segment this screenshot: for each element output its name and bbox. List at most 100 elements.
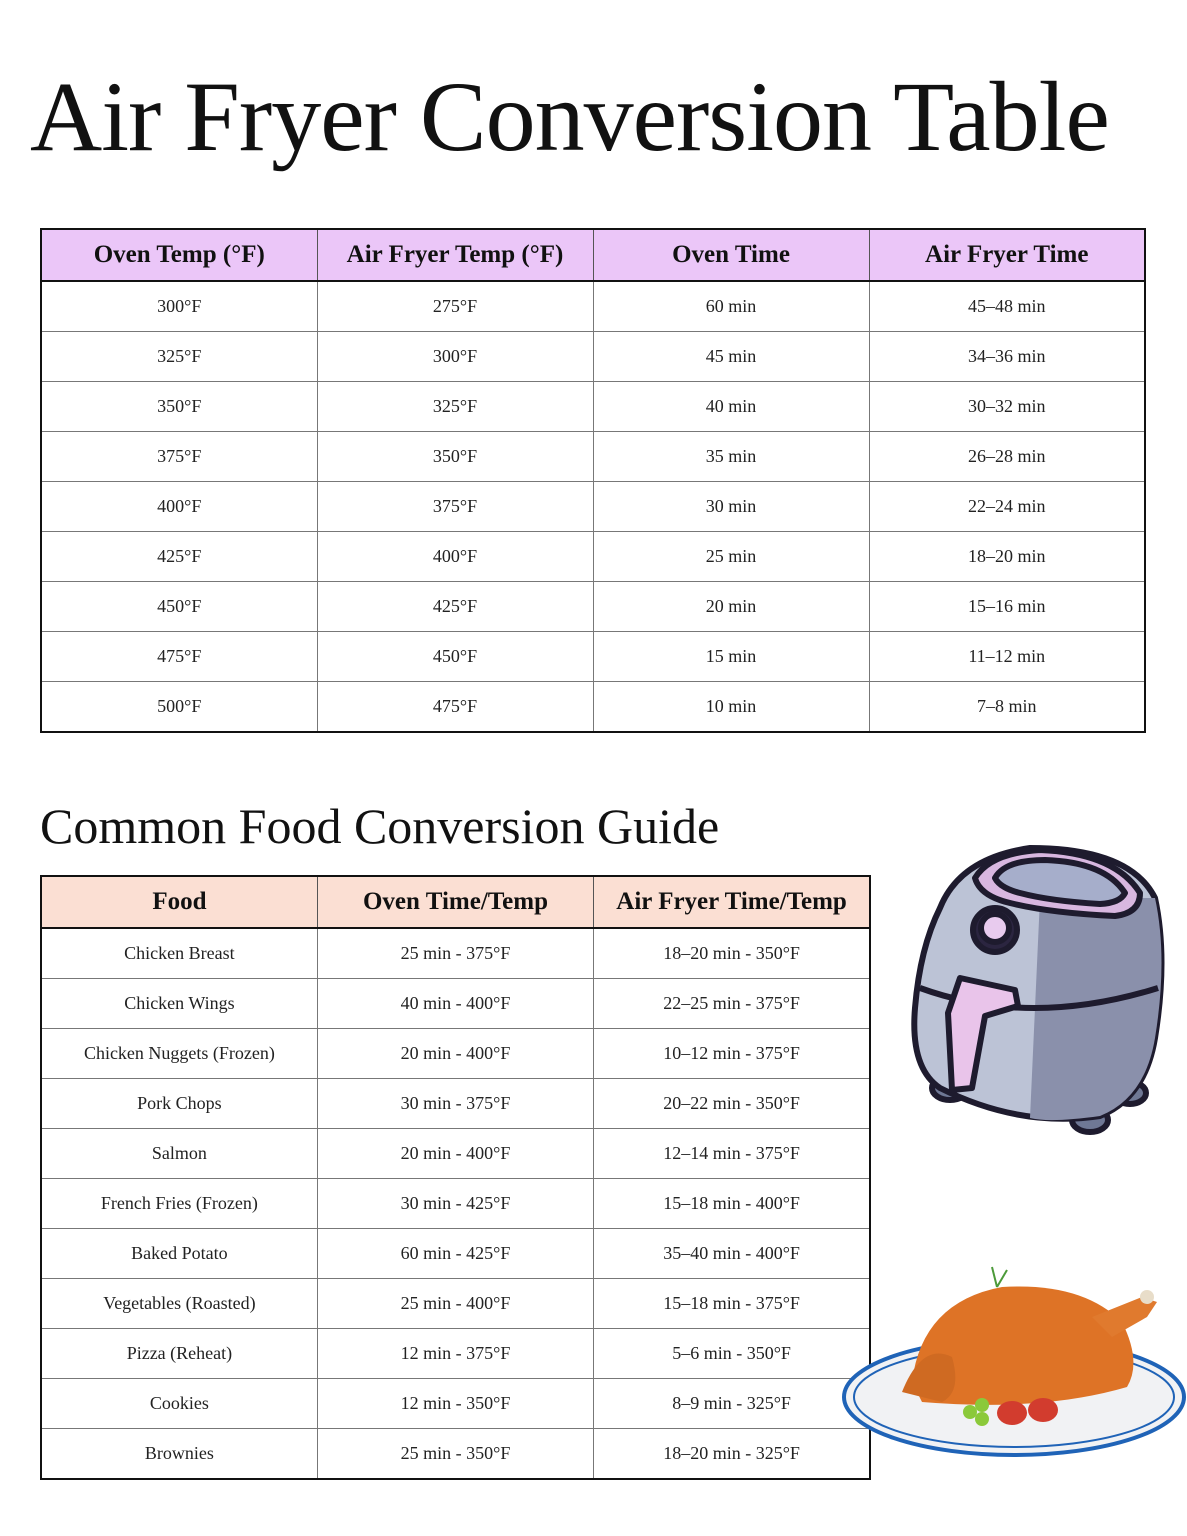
table-row: French Fries (Frozen) 30 min - 425°F 15–18… — [40, 1178, 871, 1229]
cell-air-fryer-time: 26–28 min — [868, 431, 1146, 482]
cell-oven-time-temp: 25 min - 375°F — [316, 927, 595, 979]
cell-oven-time: 45 min — [592, 331, 870, 382]
table-row: Brownies 25 min - 350°F 18–20 min - 325°F — [40, 1428, 871, 1480]
table-row: 475°F 450°F 15 min 11–12 min — [40, 631, 1146, 682]
cell-oven-temp: 325°F — [40, 331, 318, 382]
cell-oven-time: 35 min — [592, 431, 870, 482]
cell-oven-time: 20 min — [592, 581, 870, 632]
air-fryer-icon — [911, 845, 1165, 1135]
cell-air-fryer-temp: 350°F — [316, 431, 594, 482]
cell-air-fryer-time-temp: 5–6 min - 350°F — [593, 1328, 871, 1379]
cell-air-fryer-time-temp: 22–25 min - 375°F — [593, 978, 871, 1029]
table-row: Baked Potato 60 min - 425°F 35–40 min - 40… — [40, 1228, 871, 1279]
cell-food: French Fries (Frozen) — [40, 1178, 318, 1229]
table-row: 450°F 425°F 20 min 15–16 min — [40, 581, 1146, 632]
cell-oven-time-temp: 40 min - 400°F — [316, 978, 595, 1029]
table-row: Vegetables (Roasted) 25 min - 400°F 15–18 … — [40, 1278, 871, 1329]
cell-air-fryer-temp: 275°F — [316, 280, 594, 332]
cell-air-fryer-temp: 400°F — [316, 531, 594, 582]
cell-oven-temp: 375°F — [40, 431, 318, 482]
cell-oven-temp: 350°F — [40, 381, 318, 432]
cell-oven-time-temp: 30 min - 375°F — [316, 1078, 595, 1129]
cell-air-fryer-time: 34–36 min — [868, 331, 1146, 382]
table-row: 400°F 375°F 30 min 22–24 min — [40, 481, 1146, 532]
page-title: Air Fryer Conversion Table — [30, 61, 1110, 172]
roast-turkey-icon — [842, 1266, 1186, 1457]
table-row: 425°F 400°F 25 min 18–20 min — [40, 531, 1146, 582]
cell-oven-time: 30 min — [592, 481, 870, 532]
cell-air-fryer-temp: 375°F — [316, 481, 594, 532]
cell-air-fryer-time: 11–12 min — [868, 631, 1146, 682]
table-row: 500°F 475°F 10 min 7–8 min — [40, 681, 1146, 733]
cell-food: Chicken Nuggets (Frozen) — [40, 1028, 318, 1079]
table-row: Chicken Wings 40 min - 400°F 22–25 min - 3… — [40, 978, 871, 1029]
table-row: 375°F 350°F 35 min 26–28 min — [40, 431, 1146, 482]
header-food: Food — [40, 875, 318, 929]
cell-oven-time-temp: 12 min - 375°F — [316, 1328, 595, 1379]
cell-air-fryer-time-temp: 15–18 min - 400°F — [593, 1178, 871, 1229]
cell-air-fryer-time-temp: 10–12 min - 375°F — [593, 1028, 871, 1079]
air-fryer-illustration — [900, 838, 1175, 1138]
cell-oven-temp: 300°F — [40, 280, 318, 332]
header-oven-temp: Oven Temp (°F) — [40, 228, 318, 282]
cell-air-fryer-time: 7–8 min — [868, 681, 1146, 733]
cell-oven-time-temp: 20 min - 400°F — [316, 1028, 595, 1079]
header-oven-time: Oven Time — [592, 228, 870, 282]
cell-air-fryer-time-temp: 12–14 min - 375°F — [593, 1128, 871, 1179]
cell-food: Chicken Wings — [40, 978, 318, 1029]
cell-food: Cookies — [40, 1378, 318, 1429]
cell-air-fryer-time-temp: 20–22 min - 350°F — [593, 1078, 871, 1129]
cell-air-fryer-time-temp: 35–40 min - 400°F — [593, 1228, 871, 1279]
cell-food: Pizza (Reheat) — [40, 1328, 318, 1379]
cell-air-fryer-temp: 300°F — [316, 331, 594, 382]
table-header-row: Oven Temp (°F) Air Fryer Temp (°F) Oven … — [40, 228, 1146, 282]
cell-oven-time-temp: 25 min - 350°F — [316, 1428, 595, 1480]
cell-food: Chicken Breast — [40, 927, 318, 979]
cell-food: Salmon — [40, 1128, 318, 1179]
header-air-fryer-time: Air Fryer Time — [868, 228, 1146, 282]
table-row: Chicken Nuggets (Frozen) 20 min - 400°F 10… — [40, 1028, 871, 1079]
table-row: 325°F 300°F 45 min 34–36 min — [40, 331, 1146, 382]
cell-food: Brownies — [40, 1428, 318, 1480]
cell-oven-time-temp: 12 min - 350°F — [316, 1378, 595, 1429]
cell-air-fryer-temp: 475°F — [316, 681, 594, 733]
cell-oven-time-temp: 30 min - 425°F — [316, 1178, 595, 1229]
cell-air-fryer-time-temp: 18–20 min - 325°F — [593, 1428, 871, 1480]
table-row: 300°F 275°F 60 min 45–48 min — [40, 280, 1146, 332]
cell-oven-temp: 500°F — [40, 681, 318, 733]
cell-air-fryer-time: 15–16 min — [868, 581, 1146, 632]
cell-oven-time: 60 min — [592, 280, 870, 332]
cell-oven-temp: 425°F — [40, 531, 318, 582]
cell-oven-time: 25 min — [592, 531, 870, 582]
table-row: Chicken Breast 25 min - 375°F 18–20 min - … — [40, 927, 871, 979]
cell-food: Pork Chops — [40, 1078, 318, 1129]
table-row: Salmon 20 min - 400°F 12–14 min - 375°F — [40, 1128, 871, 1179]
cell-air-fryer-time: 22–24 min — [868, 481, 1146, 532]
cell-air-fryer-temp: 450°F — [316, 631, 594, 682]
cell-air-fryer-time: 30–32 min — [868, 381, 1146, 432]
cell-air-fryer-time: 18–20 min — [868, 531, 1146, 582]
cell-air-fryer-time-temp: 8–9 min - 325°F — [593, 1378, 871, 1429]
cell-air-fryer-temp: 425°F — [316, 581, 594, 632]
cell-oven-time: 10 min — [592, 681, 870, 733]
header-oven-time-temp: Oven Time/Temp — [316, 875, 595, 929]
cell-oven-temp: 450°F — [40, 581, 318, 632]
cell-air-fryer-time-temp: 15–18 min - 375°F — [593, 1278, 871, 1329]
cell-oven-time: 15 min — [592, 631, 870, 682]
table-row: 350°F 325°F 40 min 30–32 min — [40, 381, 1146, 432]
cell-oven-time-temp: 60 min - 425°F — [316, 1228, 595, 1279]
table-header-row: Food Oven Time/Temp Air Fryer Time/Temp — [40, 875, 871, 929]
cell-oven-time: 40 min — [592, 381, 870, 432]
cell-oven-temp: 475°F — [40, 631, 318, 682]
cell-oven-time-temp: 25 min - 400°F — [316, 1278, 595, 1329]
roast-turkey-illustration — [842, 1262, 1187, 1462]
section-title: Common Food Conversion Guide — [40, 798, 720, 854]
cell-oven-temp: 400°F — [40, 481, 318, 532]
table-row: Pizza (Reheat) 12 min - 375°F 5–6 min - 35… — [40, 1328, 871, 1379]
header-air-fryer-temp: Air Fryer Temp (°F) — [316, 228, 594, 282]
cell-air-fryer-temp: 325°F — [316, 381, 594, 432]
table-row: Cookies 12 min - 350°F 8–9 min - 325°F — [40, 1378, 871, 1429]
header-air-fryer-time-temp: Air Fryer Time/Temp — [593, 875, 871, 929]
cell-air-fryer-time-temp: 18–20 min - 350°F — [593, 927, 871, 979]
cell-air-fryer-time: 45–48 min — [868, 280, 1146, 332]
